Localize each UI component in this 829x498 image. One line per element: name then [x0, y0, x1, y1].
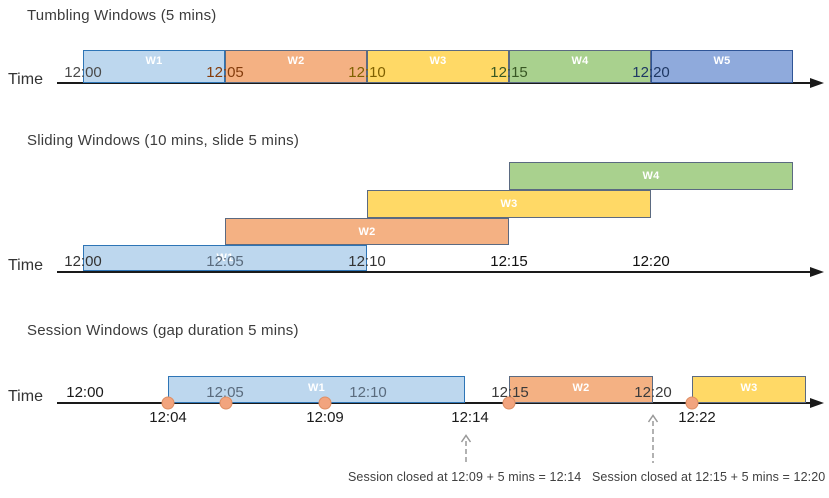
session-closed-annotation: Session closed at 12:09 + 5 mins = 12:14 — [348, 470, 582, 484]
tumbling-window-w2: W2 — [225, 50, 367, 83]
tumbling-window-w5: W5 — [651, 50, 793, 83]
sliding-window-w2: W2 — [225, 218, 509, 245]
session-window-w2: W2 — [509, 376, 653, 403]
tumbling-time-label: Time — [8, 71, 43, 88]
sliding-window-w3: W3 — [367, 190, 651, 218]
tick-label: 12:20 — [632, 253, 670, 270]
tick-label: 12:05 — [206, 64, 244, 81]
session-title: Session Windows (gap duration 5 mins) — [27, 322, 299, 339]
event-time-label: 12:14 — [451, 409, 489, 426]
event-dot — [219, 396, 233, 410]
tumbling-window-w3: W3 — [367, 50, 509, 83]
tick-label: 12:00 — [66, 384, 104, 401]
window-label: W3 — [500, 198, 518, 210]
window-label: W2 — [358, 226, 376, 238]
tumbling-title: Tumbling Windows (5 mins) — [27, 7, 217, 24]
event-dot — [685, 396, 699, 410]
tick-label: 12:10 — [348, 253, 386, 270]
window-label: W1 — [145, 55, 163, 67]
tick-label: 12:00 — [64, 253, 102, 270]
tick-label: 12:05 — [206, 253, 244, 270]
window-label: W1 — [216, 252, 234, 264]
dashed-arrow-icon — [647, 414, 659, 463]
sliding-time-label: Time — [8, 257, 43, 274]
sliding-window-w4: W4 — [509, 162, 793, 190]
event-time-label: 12:09 — [306, 409, 344, 426]
window-label: W4 — [571, 55, 589, 67]
tick-label: 12:05 — [206, 384, 244, 401]
window-label: W2 — [572, 382, 590, 394]
tumbling-window-w1: W1 — [83, 50, 225, 83]
session-closed-annotation: Session closed at 12:15 + 5 mins = 12:20 — [592, 470, 826, 484]
session-time-label: Time — [8, 388, 43, 405]
sliding-window-w1: W1 — [83, 245, 367, 271]
window-label: W2 — [287, 55, 305, 67]
window-label: W3 — [740, 382, 758, 394]
tick-label: 12:10 — [348, 64, 386, 81]
event-dot — [161, 396, 175, 410]
tick-label: 12:10 — [349, 384, 387, 401]
tick-label: 12:20 — [632, 64, 670, 81]
sliding-timeline-axis — [57, 271, 812, 273]
event-dot — [502, 396, 516, 410]
event-time-label: 12:22 — [678, 409, 716, 426]
event-dot — [318, 396, 332, 410]
tumbling-window-w4: W4 — [509, 50, 651, 83]
session-axis-arrowhead-icon — [810, 398, 824, 408]
session-window-w3: W3 — [692, 376, 806, 403]
tumbling-timeline-axis — [57, 82, 812, 84]
tick-label: 12:20 — [634, 384, 672, 401]
window-label: W1 — [307, 382, 326, 394]
event-time-label: 12:04 — [149, 409, 187, 426]
window-label: W5 — [713, 55, 731, 67]
window-label: W4 — [642, 170, 660, 182]
tick-label: 12:15 — [490, 253, 528, 270]
window-label: W3 — [429, 55, 447, 67]
tick-label: 12:00 — [64, 64, 102, 81]
tumbling-axis-arrowhead-icon — [810, 78, 824, 88]
session-window-w1: W1 — [168, 376, 465, 403]
tick-label: 12:15 — [491, 384, 529, 401]
sliding-title: Sliding Windows (10 mins, slide 5 mins) — [27, 132, 300, 149]
sliding-axis-arrowhead-icon — [810, 267, 824, 277]
session-timeline-axis — [57, 402, 812, 404]
dashed-arrow-icon — [460, 434, 472, 463]
tick-label: 12:15 — [490, 64, 528, 81]
